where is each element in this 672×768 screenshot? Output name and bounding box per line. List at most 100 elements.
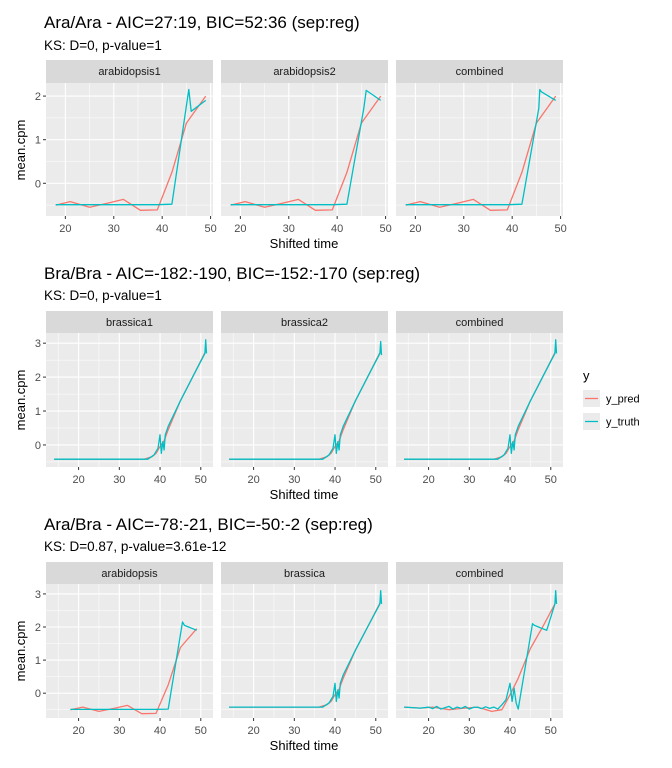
x-tick-label: 40: [504, 474, 516, 486]
panel-background: [46, 333, 213, 467]
x-tick-label: 40: [329, 474, 341, 486]
facet-panel: arabidopsis1 20 30 40 50 0 1 2: [35, 60, 217, 235]
facet-label: combined: [456, 317, 504, 329]
series-line-y-truth: [229, 589, 383, 708]
x-tick-label: 30: [283, 223, 295, 235]
y-tick-label: 3: [35, 589, 41, 601]
x-tick-label: 30: [108, 223, 120, 235]
x-tick-label: 20: [409, 223, 421, 235]
chart-row: Bra/Bra - AIC=-182:-190, BIC=-152:-170 (…: [13, 264, 563, 502]
x-tick-label: 20: [247, 474, 259, 486]
x-tick-label: 30: [288, 725, 300, 737]
panel-background: [396, 333, 563, 467]
legend-title: y: [583, 368, 590, 383]
panel-background: [221, 83, 388, 216]
facet-label: combined: [456, 66, 504, 78]
facet-panel: combined 20 30 40 50: [396, 562, 563, 737]
facet-panel: combined 20 30 40 50: [396, 60, 567, 235]
series-line-y-truth: [404, 589, 558, 710]
x-tick-label: 50: [195, 725, 207, 737]
facet-strip: [396, 60, 563, 83]
panel-background: [46, 584, 213, 718]
x-tick-label: 50: [370, 725, 382, 737]
x-tick-label: 20: [72, 474, 84, 486]
facet-label: brassica: [284, 568, 326, 580]
series-line-y-truth: [54, 339, 208, 460]
x-tick-label: 50: [545, 725, 557, 737]
facet-panel: combined 20 30 40 50: [396, 311, 563, 486]
facet-strip: [221, 311, 388, 333]
y-tick-label: 1: [35, 406, 41, 418]
facet-panel: arabidopsis 20 30 40 50 0 1 2 3: [35, 562, 213, 737]
row-title: Ara/Bra - AIC=-78:-21, BIC=-50:-2 (sep:r…: [44, 515, 373, 534]
y-tick-label: 3: [35, 338, 41, 350]
facet-label: brassica2: [281, 317, 328, 329]
x-tick-label: 30: [113, 725, 125, 737]
y-tick-label: 0: [35, 178, 41, 190]
y-tick-label: 0: [35, 440, 41, 452]
facet-label: arabidopsis1: [98, 66, 160, 78]
panel-background: [396, 83, 563, 216]
x-tick-label: 20: [59, 223, 71, 235]
facet-strip: [396, 562, 563, 584]
x-tick-label: 50: [195, 474, 207, 486]
legend: y y_pred y_truth: [583, 368, 640, 430]
facet-strip: [221, 60, 388, 83]
panel-background: [396, 584, 563, 718]
x-tick-label: 40: [504, 725, 516, 737]
series-line-y-truth: [70, 621, 197, 711]
series-line-y-truth: [55, 88, 207, 206]
x-tick-label: 20: [72, 725, 84, 737]
series-line-y-truth: [230, 89, 382, 206]
facet-panel: brassica2 20 30 40 50: [221, 311, 388, 486]
x-tick-label: 40: [156, 223, 168, 235]
facet-strip: [46, 562, 213, 584]
facet-strip: [396, 311, 563, 333]
panel-background: [221, 333, 388, 467]
chart-row: Ara/Bra - AIC=-78:-21, BIC=-50:-2 (sep:r…: [13, 515, 563, 753]
x-tick-label: 40: [329, 725, 341, 737]
facet-label: brassica1: [106, 317, 153, 329]
x-tick-label: 50: [204, 223, 216, 235]
chart-row: Ara/Ara - AIC=27:19, BIC=52:36 (sep:reg)…: [13, 13, 567, 251]
facet-label: arabidopsis2: [273, 66, 335, 78]
x-axis-title: Shifted time: [270, 738, 339, 753]
x-tick-label: 50: [370, 474, 382, 486]
x-axis-title: Shifted time: [270, 236, 339, 251]
x-tick-label: 20: [422, 474, 434, 486]
row-subtitle: KS: D=0, p-value=1: [44, 288, 162, 303]
series-line-y-pred: [404, 603, 556, 713]
row-subtitle: KS: D=0, p-value=1: [44, 38, 162, 53]
y-tick-label: 1: [35, 655, 41, 667]
y-tick-label: 2: [35, 372, 41, 384]
series-line-y-truth: [229, 340, 383, 460]
x-tick-label: 20: [234, 223, 246, 235]
facet-panel: arabidopsis2 20 30 40 50: [221, 60, 392, 235]
y-tick-label: 2: [35, 91, 41, 103]
x-tick-label: 30: [288, 474, 300, 486]
y-axis-title: mean.cpm: [13, 120, 28, 181]
x-tick-label: 30: [458, 223, 470, 235]
y-tick-label: 2: [35, 622, 41, 634]
y-tick-label: 1: [35, 135, 41, 147]
y-tick-label: 0: [35, 688, 41, 700]
legend-label-y-truth: y_truth: [606, 417, 640, 429]
row-subtitle: KS: D=0.87, p-value=3.61e-12: [44, 539, 226, 554]
facet-panel: brassica1 20 30 40 50 0 1 2 3: [35, 311, 213, 486]
x-tick-label: 30: [463, 474, 475, 486]
x-tick-label: 40: [506, 223, 518, 235]
facet-strip: [46, 311, 213, 333]
x-tick-label: 20: [422, 725, 434, 737]
x-tick-label: 40: [331, 223, 343, 235]
x-tick-label: 50: [554, 223, 566, 235]
x-tick-label: 30: [463, 725, 475, 737]
panel-background: [221, 584, 388, 718]
facet-panel: brassica 20 30 40 50: [221, 562, 388, 737]
row-title: Ara/Ara - AIC=27:19, BIC=52:36 (sep:reg): [44, 13, 360, 32]
series-line-y-truth: [404, 339, 558, 460]
x-tick-label: 20: [247, 725, 259, 737]
facet-label: arabidopsis: [101, 568, 158, 580]
y-axis-title: mean.cpm: [13, 370, 28, 431]
y-axis-title: mean.cpm: [13, 621, 28, 682]
